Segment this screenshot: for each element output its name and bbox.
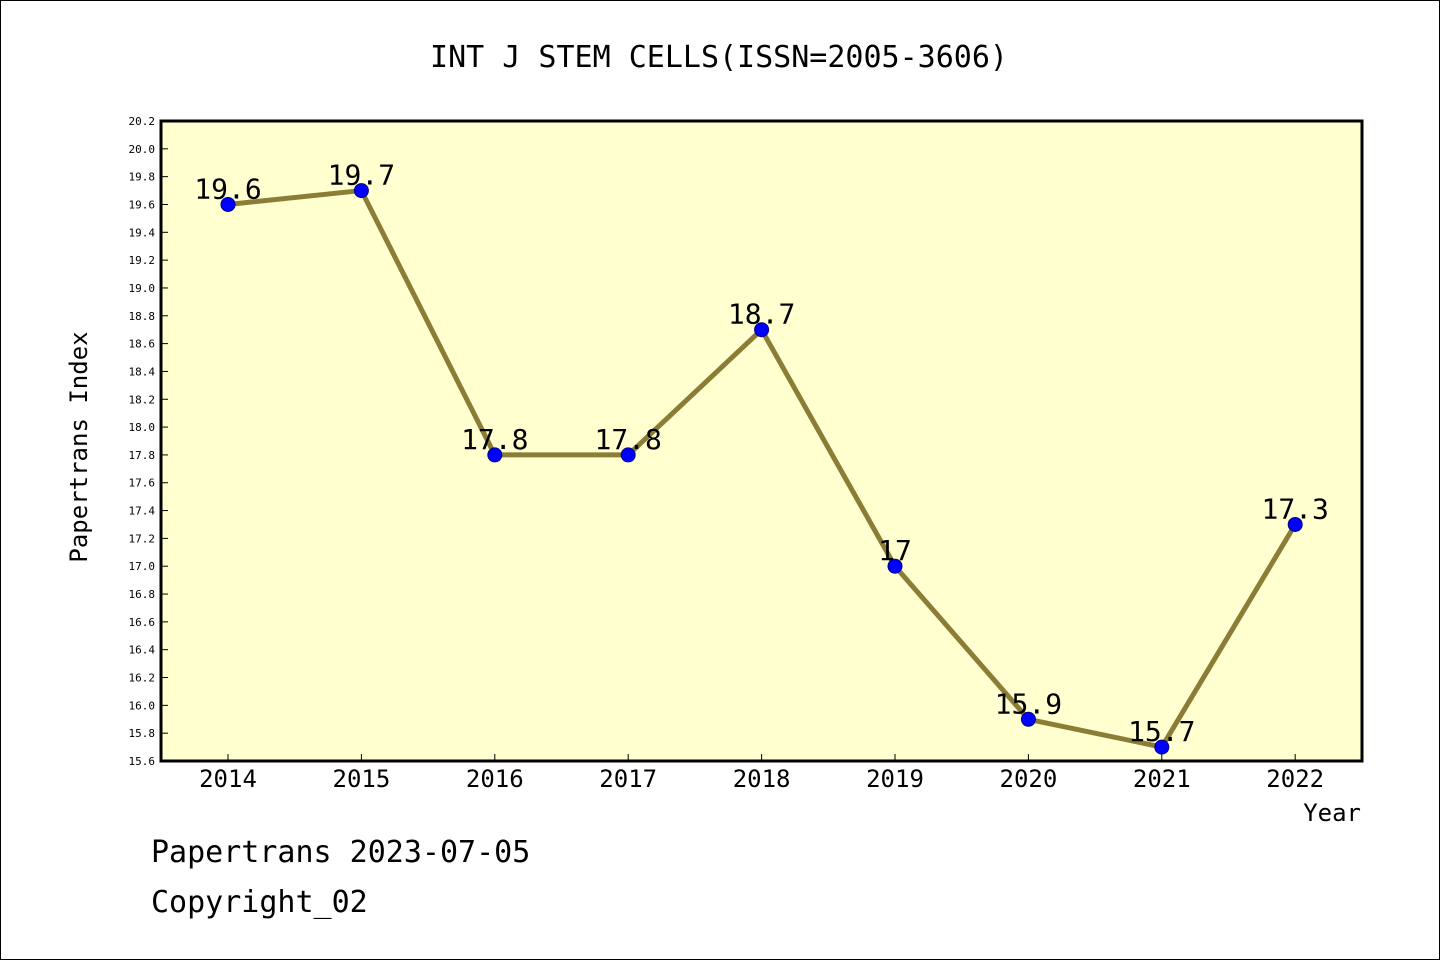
- copyright-note: Copyright_02: [151, 885, 368, 920]
- data-label: 17.8: [594, 423, 661, 456]
- y-tick-label: 17.0: [129, 560, 156, 573]
- x-tick-label: 2022: [1266, 765, 1324, 793]
- x-tick-label: 2015: [333, 765, 391, 793]
- x-tick-label: 2021: [1133, 765, 1191, 793]
- data-point-marker: [754, 322, 770, 338]
- data-point-marker: [1154, 739, 1170, 755]
- y-tick-label: 18.8: [129, 310, 156, 323]
- y-tick-label: 20.2: [129, 115, 156, 128]
- y-tick-label: 16.2: [129, 672, 156, 685]
- y-tick-label: 18.6: [129, 338, 156, 351]
- y-tick-label: 17.4: [129, 505, 156, 518]
- y-tick-label: 19.4: [129, 226, 156, 239]
- y-axis-label: Papertrans Index: [65, 331, 93, 562]
- series-layer: [220, 183, 1303, 755]
- chart-title: INT J STEM CELLS(ISSN=2005-3606): [430, 40, 1008, 75]
- data-point-marker: [620, 447, 636, 463]
- y-tick-label: 19.2: [129, 254, 156, 267]
- y-tick-label: 19.0: [129, 282, 156, 295]
- x-axis: 2014 2015 2016 2017 2018 2019 2020 2021 2022: [199, 754, 1324, 793]
- data-point-marker: [1020, 711, 1036, 727]
- data-label: 19.7: [328, 159, 395, 192]
- data-point-marker: [887, 558, 903, 574]
- x-tick-label: 2017: [599, 765, 657, 793]
- y-tick-label: 16.0: [129, 699, 156, 712]
- data-label: 15.9: [995, 687, 1062, 720]
- y-tick-label: 20.0: [129, 143, 156, 156]
- data-point-marker: [1287, 516, 1303, 532]
- data-label: 17.3: [1261, 492, 1328, 525]
- x-tick-label: 2018: [733, 765, 791, 793]
- y-tick-label: 17.6: [129, 477, 156, 490]
- x-tick-label: 2019: [866, 765, 924, 793]
- y-tick-label: 15.8: [129, 727, 156, 740]
- y-axis: 15.6 15.8 16.0 16.2 16.4 16.6 16.8 17.0 17.2 17.4…: [129, 115, 168, 768]
- data-label: 15.7: [1128, 715, 1195, 748]
- y-tick-label: 17.2: [129, 532, 156, 545]
- plot-area: [159, 119, 1364, 763]
- x-tick-label: 2020: [1000, 765, 1058, 793]
- data-label: 17.8: [461, 423, 528, 456]
- x-tick-label: 2014: [199, 765, 257, 793]
- data-point-marker: [220, 196, 236, 212]
- data-label-layer: 19.6 19.7 17.8 17.8 18.7 17 15.9 15.7 17.3: [194, 159, 1329, 749]
- y-tick-label: 19.6: [129, 198, 156, 211]
- y-tick-label: 16.4: [129, 644, 156, 657]
- y-tick-label: 16.6: [129, 616, 156, 629]
- data-point-marker: [487, 447, 503, 463]
- x-axis-label: Year: [1303, 799, 1361, 827]
- y-tick-label: 19.8: [129, 171, 156, 184]
- data-label: 18.7: [728, 298, 795, 331]
- source-note: Papertrans 2023-07-05: [151, 835, 531, 870]
- y-tick-label: 18.2: [129, 393, 156, 406]
- y-tick-label: 15.6: [129, 755, 156, 768]
- data-label: 19.6: [194, 172, 261, 205]
- y-tick-label: 18.4: [129, 365, 156, 378]
- y-tick-label: 16.8: [129, 588, 156, 601]
- data-point-marker: [353, 183, 369, 199]
- x-tick-label: 2016: [466, 765, 524, 793]
- y-tick-label: 17.8: [129, 449, 156, 462]
- y-tick-label: 18.0: [129, 421, 156, 434]
- data-label: 17: [878, 534, 912, 567]
